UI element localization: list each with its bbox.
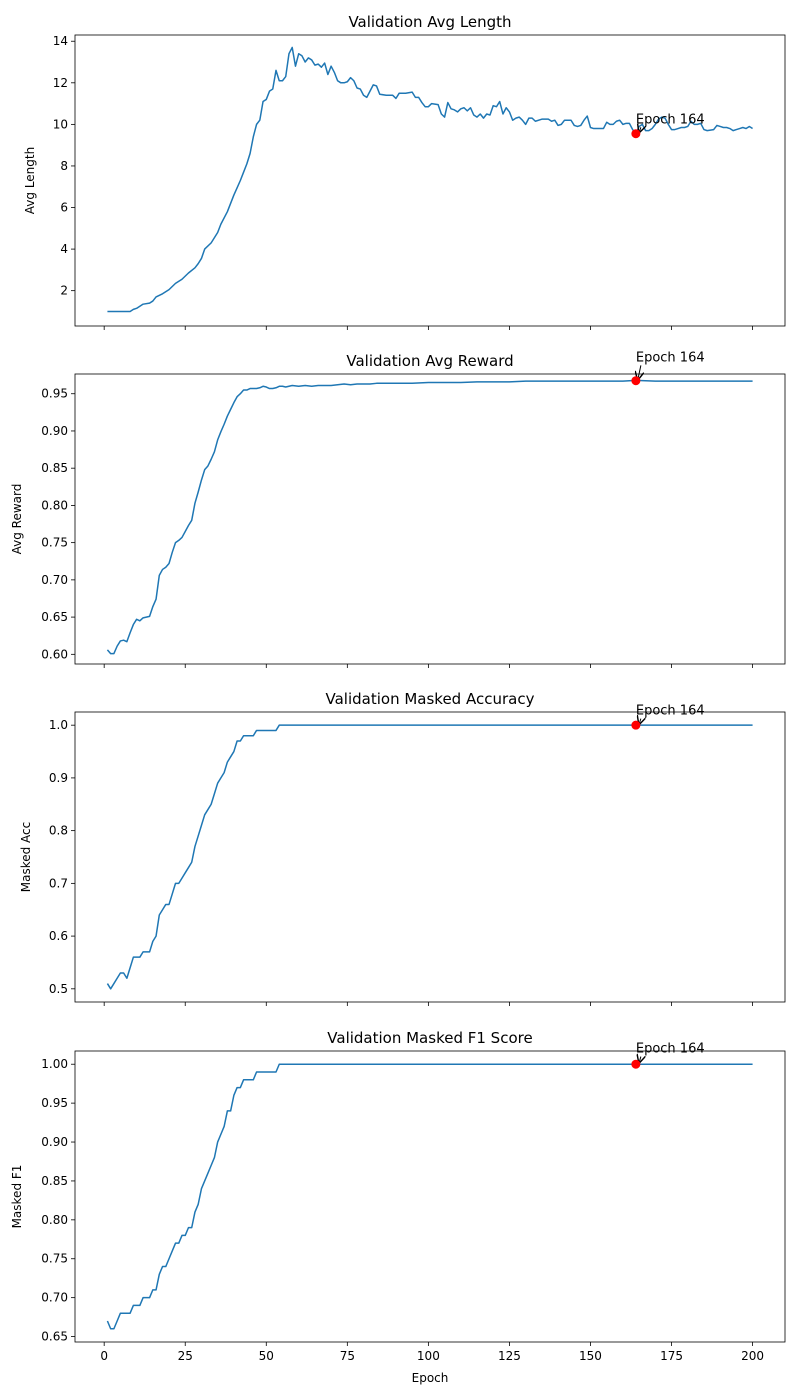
y-tick-label: 0.95 (41, 387, 68, 401)
series-line (107, 46, 753, 313)
chart-panel-1: Validation Avg Length 2 4 6 8 10 12 14 Avg Lengt… (23, 13, 786, 330)
y-tick-label: 14 (53, 34, 68, 48)
best-epoch-marker (631, 129, 641, 139)
y-tick-label: 1.00 (41, 1057, 68, 1071)
chart-title: Validation Avg Reward (346, 352, 513, 370)
y-tick-label: 0.90 (41, 1135, 68, 1149)
y-tick-label: 0.85 (41, 461, 68, 475)
annotation-label: Epoch 164 (636, 1042, 705, 1057)
x-tick-label: 25 (178, 1349, 193, 1363)
chart-panel-4: Validation Masked F1 Score 0 25 50 75 100 125 1… (10, 1029, 786, 1385)
y-tick-label: 0.6 (49, 929, 68, 943)
x-tick-label: 175 (660, 1349, 683, 1363)
y-tick-label: 1.0 (49, 718, 68, 732)
x-tick-label: 125 (498, 1349, 521, 1363)
x-tick-label: 150 (579, 1349, 602, 1363)
y-axis-label: Avg Length (23, 147, 37, 214)
y-tick-label: 6 (60, 201, 68, 215)
y-tick-label: 0.65 (41, 1330, 68, 1344)
x-tick-label: 75 (340, 1349, 355, 1363)
axes-frame (74, 1050, 786, 1343)
x-tick-label: 50 (259, 1349, 274, 1363)
y-tick-label: 0.95 (41, 1096, 68, 1110)
y-tick-label: 0.70 (41, 573, 68, 587)
y-tick-label: 0.70 (41, 1291, 68, 1305)
axes-frame (74, 711, 786, 1003)
series-line (106, 1063, 753, 1330)
annotation-label: Epoch 164 (636, 112, 705, 127)
y-tick-label: 0.9 (49, 771, 68, 785)
y-tick-label: 12 (53, 76, 68, 90)
y-tick-label: 0.8 (49, 824, 68, 838)
annotation-label: Epoch 164 (636, 350, 705, 365)
chart-panel-3: Validation Masked Accuracy 0.5 0.6 0.7 0.8 0.… (19, 690, 786, 1006)
best-epoch-marker (631, 376, 641, 386)
y-tick-label: 0.60 (41, 647, 68, 661)
y-tick-label: 0.80 (41, 498, 68, 512)
y-axis-label: Masked F1 (10, 1165, 24, 1229)
best-epoch-marker (631, 720, 641, 730)
x-tick-label: 100 (417, 1349, 440, 1363)
chart-title: Validation Masked Accuracy (326, 690, 535, 708)
axes-frame (74, 373, 786, 665)
y-tick-label: 0.85 (41, 1174, 68, 1188)
y-tick-label: 4 (60, 242, 68, 256)
best-epoch-marker (631, 1059, 641, 1069)
y-tick-label: 0.75 (41, 536, 68, 550)
series-line (106, 379, 753, 655)
y-tick-label: 0.5 (49, 982, 68, 996)
y-tick-label: 0.80 (41, 1213, 68, 1227)
y-axis-label: Masked Acc (19, 822, 33, 893)
x-tick-label: 0 (100, 1349, 108, 1363)
y-tick-label: 0.90 (41, 424, 68, 438)
chart-title: Validation Avg Length (348, 13, 511, 31)
chart-panel-2: Validation Avg Reward 0.60 0.65 0.70 0.75 0.8… (10, 350, 786, 668)
y-tick-label: 8 (60, 159, 68, 173)
y-tick-label: 2 (60, 284, 68, 298)
chart-title: Validation Masked F1 Score (327, 1029, 532, 1047)
x-tick-label: 200 (741, 1349, 764, 1363)
x-axis-label: Epoch (412, 1371, 449, 1385)
axes-frame (74, 34, 786, 327)
series-line (106, 724, 753, 990)
annotation-label: Epoch 164 (636, 704, 705, 719)
y-tick-label: 10 (53, 117, 68, 131)
y-axis-label: Avg Reward (10, 484, 24, 555)
y-tick-label: 0.65 (41, 610, 68, 624)
y-tick-label: 0.7 (49, 876, 68, 890)
y-tick-label: 0.75 (41, 1252, 68, 1266)
